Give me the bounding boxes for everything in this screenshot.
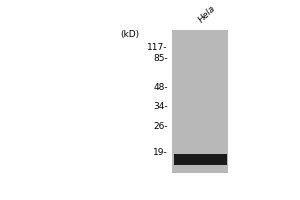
Text: 19-: 19-: [153, 148, 168, 157]
Text: 85-: 85-: [153, 54, 168, 63]
Text: (kD): (kD): [121, 30, 140, 39]
Text: 48-: 48-: [153, 83, 168, 92]
Bar: [173, 154, 227, 165]
Bar: [172, 30, 228, 173]
Text: 34-: 34-: [153, 102, 168, 111]
Text: Hela: Hela: [197, 4, 218, 25]
Text: 117-: 117-: [147, 43, 168, 52]
Text: 26-: 26-: [153, 122, 168, 131]
